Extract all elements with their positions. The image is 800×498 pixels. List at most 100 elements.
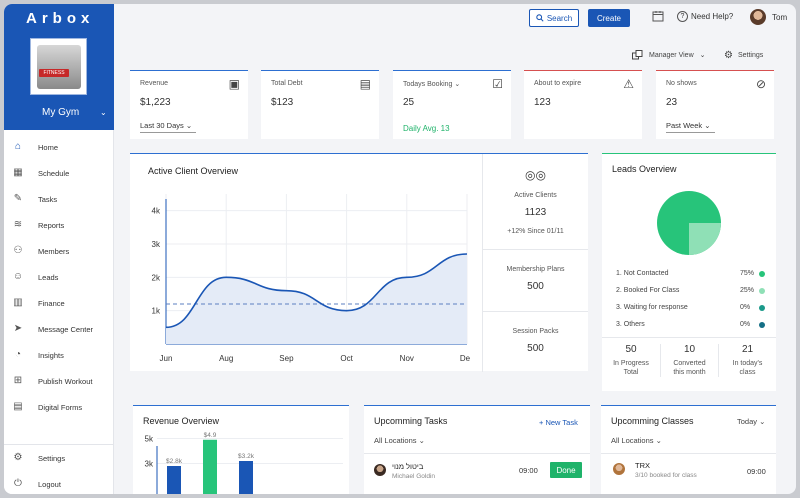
card-value: $1,223: [140, 97, 171, 108]
done-button[interactable]: Done: [550, 462, 582, 478]
period-select[interactable]: Past Week ⌄: [666, 121, 715, 133]
sidebar-item-insights[interactable]: ◔ Insights: [4, 342, 114, 368]
class-row[interactable]: TRX 3/10 booked for class 09:00: [613, 461, 769, 485]
y-tick-label: 2k: [152, 273, 161, 282]
legend-item: 2. Booked For Class 25%: [616, 287, 766, 294]
calendar-icon[interactable]: [651, 10, 665, 24]
sidebar-item-label: Reports: [38, 220, 65, 230]
bar-label: $4.9: [204, 432, 217, 439]
avatar: [613, 463, 625, 475]
chevron-down-icon[interactable]: ⌄: [100, 108, 107, 117]
location-filter-label: All Locations: [611, 436, 654, 445]
divider: [601, 453, 776, 454]
new-task-button[interactable]: + New Task: [539, 418, 578, 427]
dumbbell-icon: ⊞: [13, 375, 23, 386]
sidebar-item-tasks[interactable]: ✎ Tasks: [4, 186, 114, 212]
sidebar: Arbox FITNESS My Gym ⌄ ⌂ Home ▦ Schedule ✎ Ta…: [4, 4, 114, 494]
x-tick-label: Dec: [460, 354, 470, 363]
calendar-icon: ▦: [13, 167, 23, 178]
reports-icon: ≋: [13, 219, 23, 230]
sidebar-item-leads[interactable]: ☺ Leads: [4, 264, 114, 290]
settings-link[interactable]: ⚙ Settings: [724, 50, 763, 61]
sidebar-item-settings[interactable]: ⚙ Settings: [4, 445, 114, 471]
money-icon: ▣: [228, 77, 240, 91]
search-icon: [536, 14, 544, 22]
y-tick-label: 3k: [152, 240, 161, 249]
sidebar-item-reports[interactable]: ≋ Reports: [4, 212, 114, 238]
app-logo[interactable]: Arbox: [26, 10, 95, 27]
message-icon: ➤: [13, 323, 23, 334]
search-label: Search: [546, 13, 573, 23]
location-filter[interactable]: All Locations ⌄: [611, 436, 662, 445]
gear-icon: ⚙: [13, 452, 23, 463]
y-tick-label: 1k: [152, 307, 161, 316]
card-title: No shows: [666, 80, 697, 87]
stat-value: 1123: [524, 207, 547, 218]
class-name: TRX: [635, 461, 650, 470]
sidebar-footer: ⚙ Settings ⏻ Logout: [4, 444, 114, 494]
class-time: 09:00: [747, 467, 766, 476]
lead-stat-label: In today's class: [719, 359, 776, 377]
lead-stat: 10 Converted this month: [660, 344, 718, 377]
active-client-card: Active Client Overview 1k 2k 3k 4k Jun Aug Sep…: [130, 153, 588, 372]
sidebar-item-digital-forms[interactable]: ▤ Digital Forms: [4, 394, 114, 420]
gym-logo-image: [37, 45, 81, 89]
booking-card: Todays Booking ⌄ ☑ 25 Daily Avg. 13: [393, 70, 511, 139]
card-title: Revenue: [140, 80, 169, 87]
help-button[interactable]: ? Need Help?: [677, 11, 733, 22]
revenue-card: Revenue ▣ $1,223 Last 30 Days ⌄: [130, 70, 248, 139]
task-row[interactable]: ביטול מנוי Michael Goldin 09:00 Done: [374, 462, 582, 486]
series-line: [165, 253, 468, 329]
active-clients-stat: ◎◎ Active Clients 1123 +12% Since 01/11: [482, 154, 588, 250]
card-title: Todays Booking ⌄: [403, 81, 461, 88]
x-tick-label: Nov: [400, 354, 414, 363]
sidebar-item-members[interactable]: ⚇ Members: [4, 238, 114, 264]
finance-icon: ▥: [13, 297, 23, 308]
cash-icon: ▤: [359, 77, 371, 91]
lead-stat-label: Converted this month: [661, 359, 718, 377]
period-select[interactable]: Today ⌄: [737, 417, 766, 426]
y-tick-label: 4k: [152, 207, 161, 216]
sidebar-item-logout[interactable]: ⏻ Logout: [4, 471, 114, 494]
sidebar-item-schedule[interactable]: ▦ Schedule: [4, 160, 114, 186]
legend-item: 3. Others 0%: [616, 321, 766, 328]
period-select[interactable]: Last 30 Days ⌄: [140, 121, 197, 133]
gym-logo[interactable]: FITNESS: [30, 38, 87, 95]
gym-name[interactable]: My Gym: [42, 107, 80, 118]
legend-percent: 0%: [740, 321, 751, 328]
sidebar-item-publish-workout[interactable]: ⊞ Publish Workout: [4, 368, 114, 394]
legend-dot: [759, 305, 765, 311]
manager-view-select[interactable]: Manager View ⌄: [632, 50, 706, 60]
sidebar-item-home[interactable]: ⌂ Home: [4, 134, 114, 160]
sidebar-item-label: Schedule: [38, 168, 70, 178]
sidebar-item-label: Insights: [38, 350, 64, 360]
help-icon: ?: [677, 11, 688, 22]
top-bar: Search Create ? Need Help? Tom: [114, 4, 796, 34]
manager-view-label: Manager View: [649, 51, 694, 59]
lead-stat: 50 In Progress Total: [602, 344, 660, 377]
period-select-label: Today: [737, 417, 758, 426]
user-name: Tom: [772, 12, 788, 22]
sidebar-item-message-center[interactable]: ➤ Message Center: [4, 316, 114, 342]
legend-label: 3. Others: [616, 321, 645, 328]
sidebar-item-finance[interactable]: ▥ Finance: [4, 290, 114, 316]
revenue-overview-chart: 5k 3k $2.8k $4.9 $3.2k: [145, 432, 343, 494]
search-button[interactable]: Search: [529, 9, 579, 27]
chevron-down-icon: ⌄: [699, 52, 706, 59]
session-packs-stat: Session Packs 500: [482, 312, 588, 372]
lead-stat-label-line: In Progress: [613, 360, 649, 367]
period-select-label: Last 30 Days: [140, 121, 184, 130]
legend-label: 3. Waiting for response: [616, 304, 688, 311]
create-button[interactable]: Create: [588, 9, 630, 27]
legend-percent: 0%: [740, 304, 751, 311]
gym-logo-badge: FITNESS: [39, 69, 69, 77]
bar-label: $3.2k: [238, 453, 255, 460]
location-filter[interactable]: All Locations ⌄: [374, 436, 425, 445]
checklist-icon: ☑: [492, 77, 503, 91]
tasks-card: Upcomming Tasks + New Task All Locations…: [364, 405, 590, 494]
leads-icon: ☺: [12, 271, 24, 282]
legend-item: 3. Waiting for response 0%: [616, 304, 766, 311]
user-menu[interactable]: Tom: [750, 9, 787, 25]
legend-percent: 75%: [740, 270, 755, 277]
insights-icon: ◔: [14, 349, 22, 360]
